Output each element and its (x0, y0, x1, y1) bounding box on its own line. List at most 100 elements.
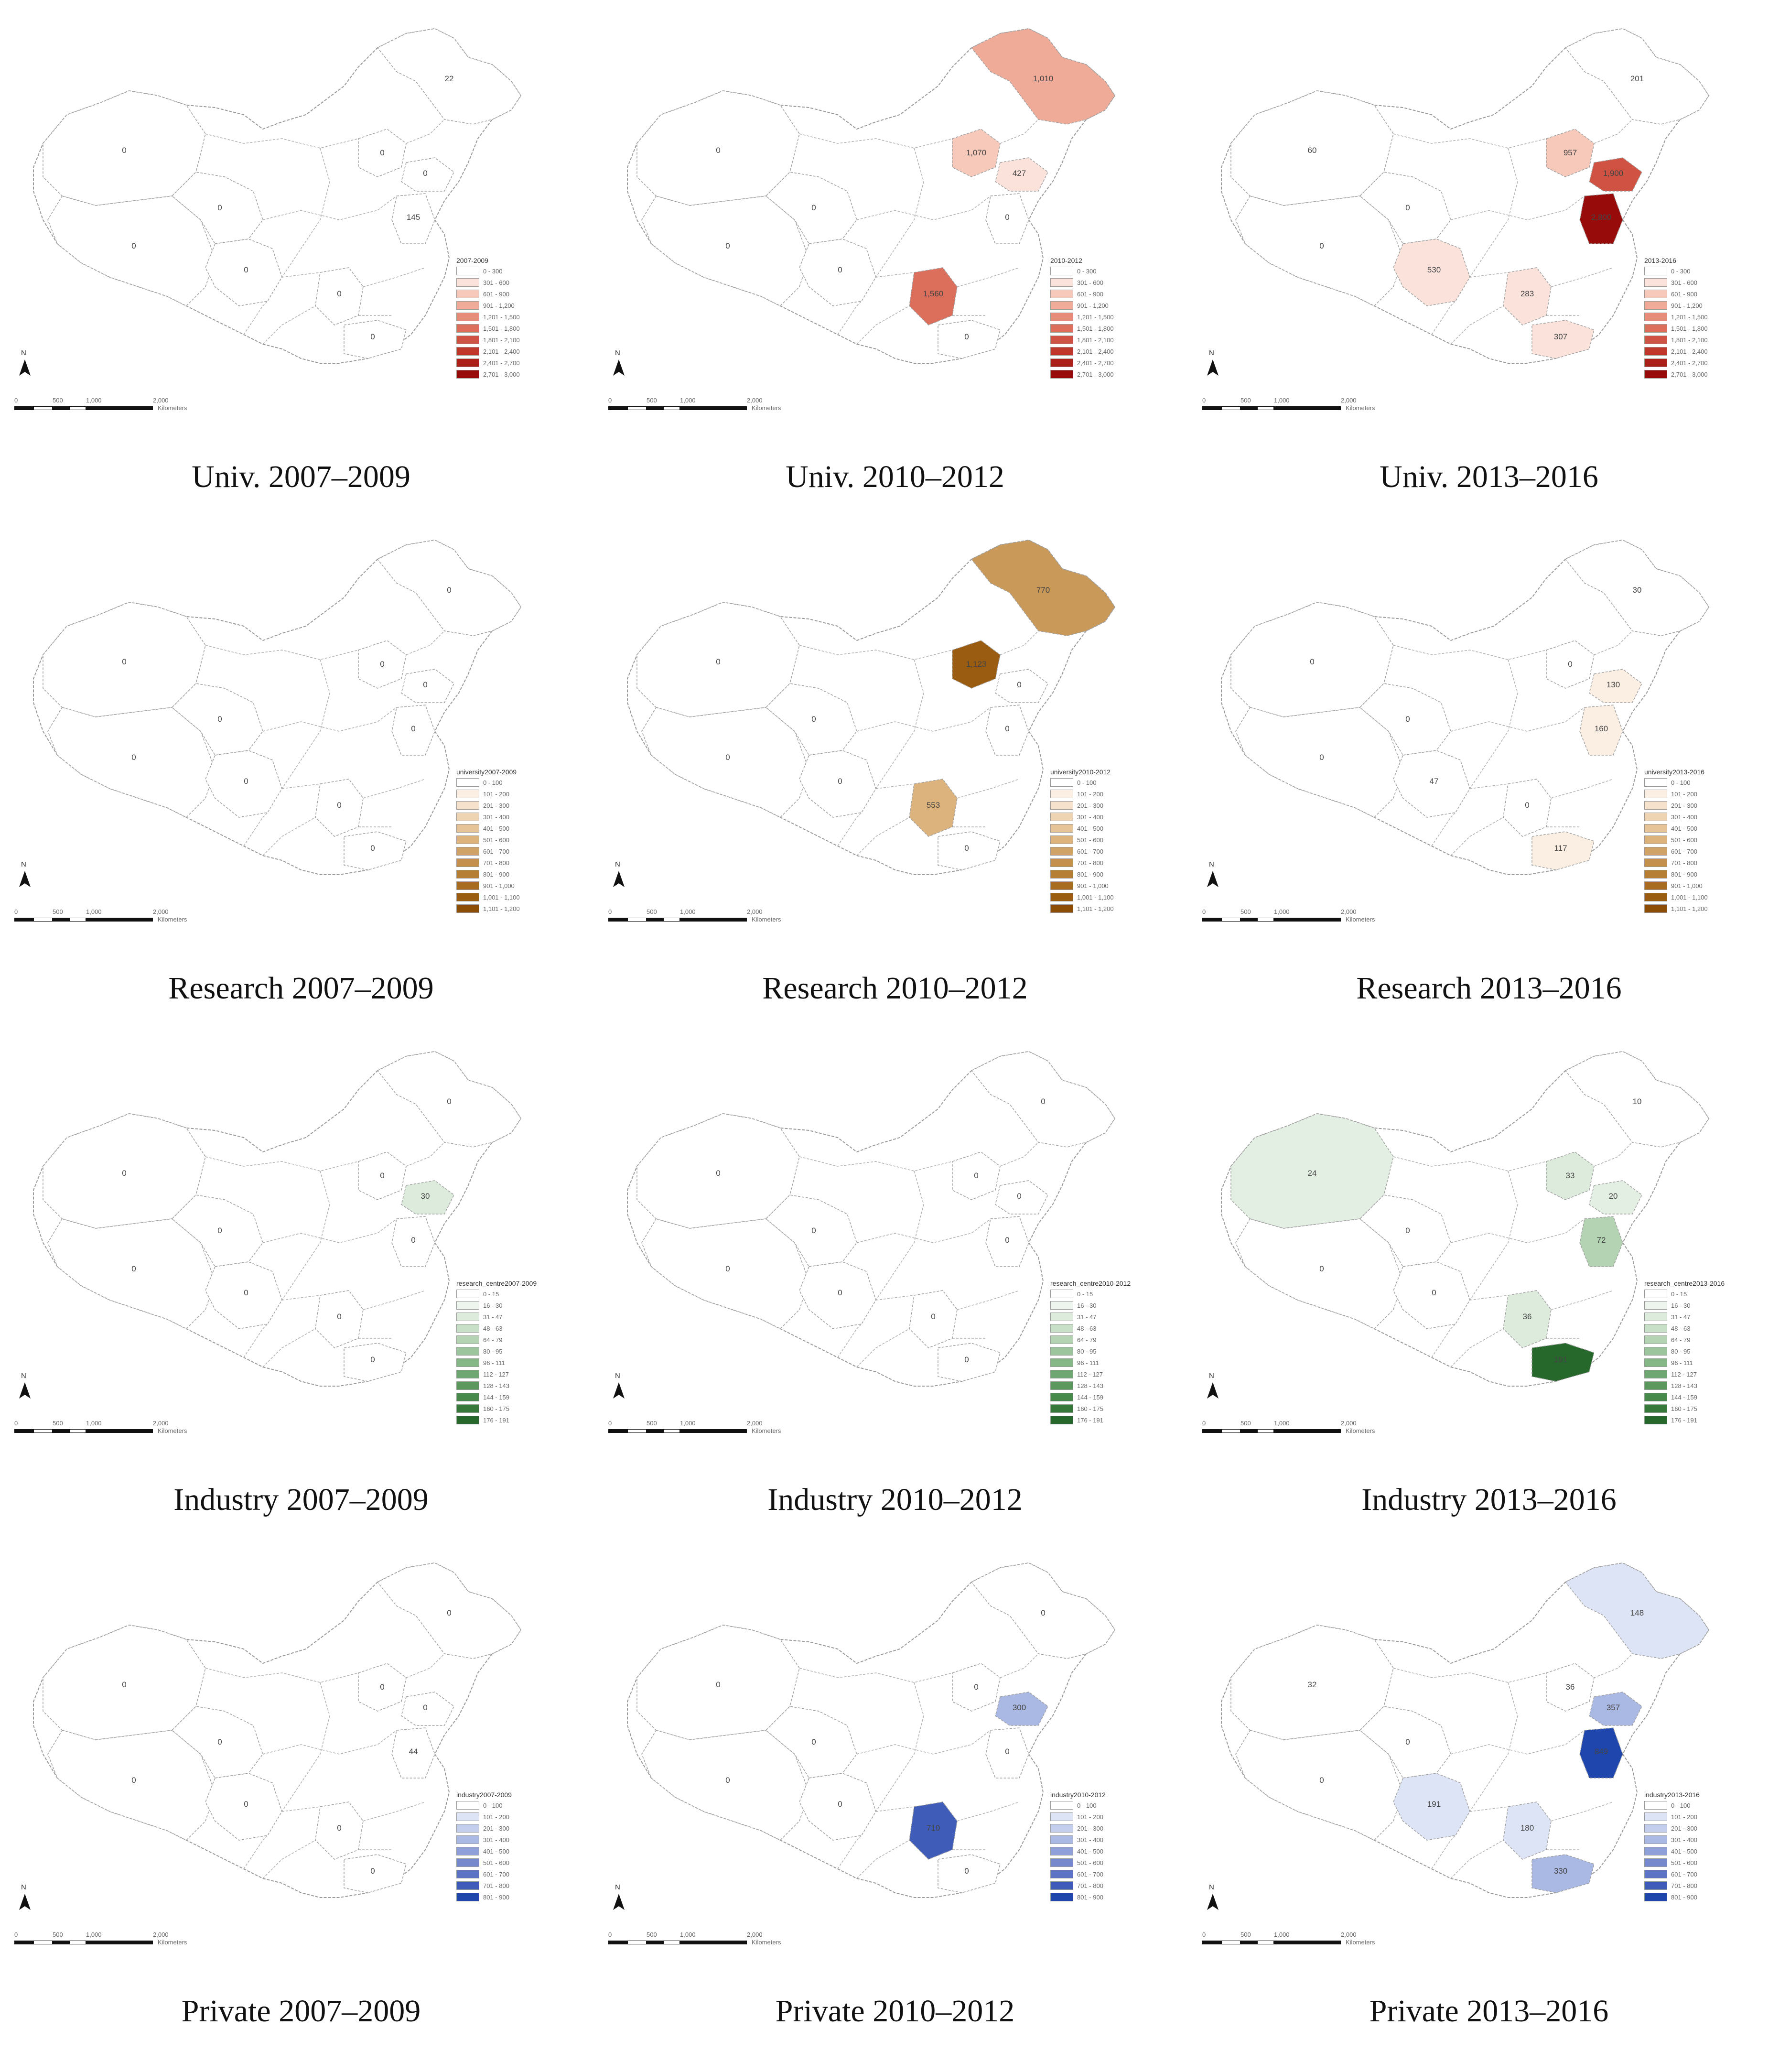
legend-label: 144 - 159 (1671, 1393, 1697, 1401)
legend-swatch (1644, 1824, 1667, 1833)
scale-bar: 0 500 1,000 2,000 Kilometers (608, 1420, 828, 1439)
province-border (799, 645, 953, 660)
province-border (875, 659, 924, 789)
legend-swatch (1644, 893, 1667, 901)
legend-row: 901 - 1,000 (1644, 880, 1768, 891)
province-border (875, 267, 1020, 287)
province-value-label: 300 (1013, 1703, 1026, 1712)
scale-segment (647, 918, 663, 922)
legend-row: 0 - 100 (1644, 1800, 1768, 1811)
legend-label: 201 - 300 (483, 1824, 509, 1832)
scale-tick-label: 1,000 (680, 397, 696, 404)
legend-row: 101 - 200 (456, 788, 581, 800)
scale-segment (627, 406, 647, 410)
province-shandong (1589, 669, 1642, 703)
province-border (875, 1290, 1020, 1310)
legend-row: 101 - 200 (1644, 788, 1768, 800)
province-jiangsu (985, 1727, 1029, 1779)
legend-label: 601 - 900 (1077, 290, 1103, 298)
province-value-label: 36 (1523, 1312, 1532, 1321)
scale-segment (608, 406, 627, 410)
province-value-label: 307 (1554, 332, 1567, 341)
scale-tick-label: 500 (1240, 1420, 1251, 1427)
legend-swatch (456, 370, 479, 379)
legend-row: 601 - 900 (1644, 288, 1768, 300)
legend-label: 201 - 300 (1671, 802, 1697, 809)
province-tibet (641, 1730, 809, 1841)
province-value-label: 0 (1405, 1226, 1410, 1235)
legend-label: 401 - 500 (1671, 824, 1697, 832)
province-jiangsu (985, 193, 1029, 244)
province-border (406, 1142, 445, 1167)
legend-swatch (1050, 824, 1073, 833)
province-value-label: 710 (927, 1823, 940, 1833)
province-value-label: 0 (725, 1776, 730, 1785)
province-beijing (1546, 1663, 1595, 1712)
legend-swatch (1644, 847, 1667, 856)
legend-swatch (1050, 1893, 1073, 1901)
map-panel: 0 0 0 0 1,010 1,070 427 0 1,560 0 2010-2012 0 - 300… (594, 0, 1196, 511)
province-value-label: 0 (974, 1171, 978, 1180)
legend-row: 48 - 63 (1050, 1323, 1175, 1334)
legend-row: 701 - 800 (456, 1880, 581, 1891)
province-hunan (909, 1801, 958, 1860)
legend-label: 112 - 127 (1671, 1370, 1697, 1378)
legend-label: 301 - 400 (483, 813, 509, 821)
legend-row: 1,101 - 1,200 (456, 903, 581, 914)
province-border (281, 1801, 426, 1822)
scale-segment (53, 1429, 69, 1433)
legend: university2010-2012 0 - 100 101 - 200 201 -… (1050, 767, 1175, 914)
province-jiangsu (391, 705, 435, 756)
legend-label: 301 - 400 (1077, 1836, 1103, 1844)
province-guangdong (938, 1343, 1001, 1382)
legend-row: 701 - 800 (456, 857, 581, 868)
legend-swatch (456, 778, 479, 787)
province-heilongjiang (970, 1562, 1115, 1659)
province-border (875, 1171, 924, 1301)
province-value-label: 0 (131, 753, 136, 762)
scale-segment (608, 918, 627, 922)
legend-label: 1,501 - 1,800 (1077, 325, 1114, 332)
province-border (875, 148, 924, 278)
scale-segment (14, 918, 33, 922)
legend-label: 201 - 300 (1077, 1824, 1103, 1832)
province-border (262, 707, 397, 732)
map-panel: 32 0 0 191 148 36 357 849 180 330 industry2013-201… (1188, 1534, 1790, 2046)
province-sichuan (1393, 750, 1470, 818)
legend-row: 201 - 300 (1644, 800, 1768, 811)
province-sichuan (205, 1773, 282, 1841)
china-province-map: 0 0 0 47 30 0 130 160 0 117 (1221, 539, 1710, 875)
legend-label: 31 - 47 (483, 1313, 503, 1321)
province-value-label: 0 (1005, 1236, 1009, 1245)
province-heilongjiang (377, 1562, 521, 1659)
legend-label: 48 - 63 (483, 1324, 503, 1332)
scale-segment (33, 1429, 53, 1433)
legend: research_centre2007-2009 0 - 15 16 - 30 31 … (456, 1279, 581, 1426)
legend-swatch (1050, 370, 1073, 379)
province-value-label: 357 (1607, 1703, 1620, 1712)
legend-label: 64 - 79 (1077, 1336, 1097, 1344)
province-value-label: 1,123 (966, 660, 987, 669)
province-guangdong (938, 1854, 1001, 1893)
scale-segment (647, 1429, 663, 1433)
legend-row: 2,401 - 2,700 (456, 357, 581, 369)
scale-segment (53, 918, 69, 922)
province-border (1469, 1682, 1518, 1812)
province-value-label: 0 (337, 1312, 341, 1321)
scale-segment (1274, 1941, 1341, 1944)
legend-row: 0 - 300 (1050, 265, 1175, 277)
legend-label: 401 - 500 (1077, 824, 1103, 832)
legend-label: 80 - 95 (483, 1347, 503, 1355)
scale-tick-label: 0 (1202, 1420, 1206, 1427)
legend-label: 48 - 63 (1077, 1324, 1097, 1332)
legend-swatch (1644, 801, 1667, 810)
scale-segment (1240, 406, 1257, 410)
legend-swatch (1050, 336, 1073, 344)
province-border (262, 1730, 397, 1755)
legend-row: 1,501 - 1,800 (1644, 323, 1768, 334)
legend-swatch (1050, 870, 1073, 879)
province-value-label: 0 (423, 169, 427, 178)
legend-label: 501 - 600 (1671, 1859, 1697, 1866)
province-value-label: 0 (1405, 1737, 1410, 1747)
legend-label: 112 - 127 (483, 1370, 509, 1378)
